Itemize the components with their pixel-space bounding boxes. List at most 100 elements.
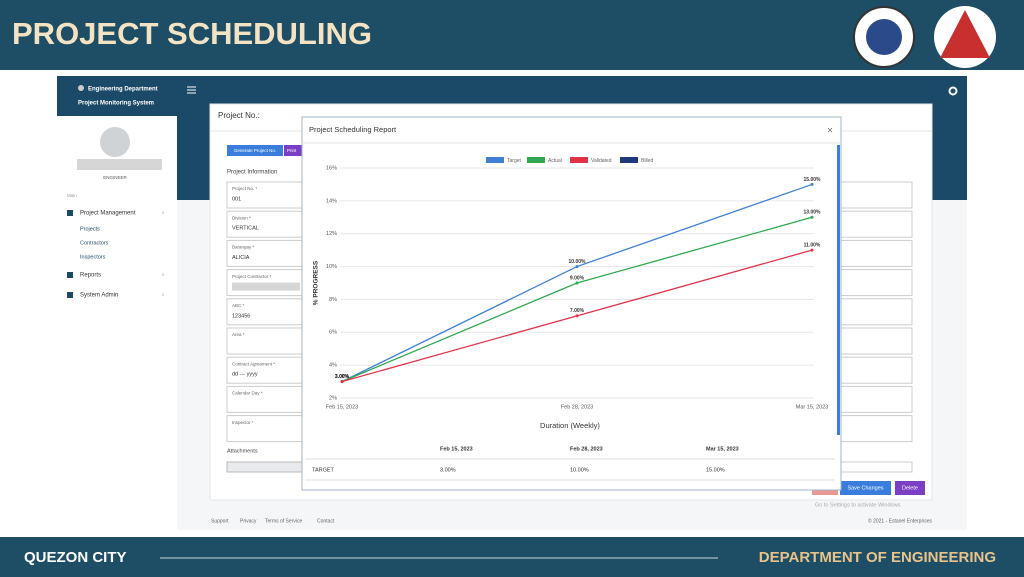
button-label[interactable]: Generate Project No. [234,148,276,153]
input[interactable] [226,327,308,355]
x-tick-label: Mar 15, 2023 [796,404,828,410]
footer-link[interactable]: Privacy [240,518,257,524]
field-label: Contract Agreement * [232,361,275,366]
point [810,215,814,219]
menu-item[interactable]: System Admin [80,293,118,299]
menu-item[interactable]: Projects [80,226,100,232]
field-value: ALICIA [232,255,250,261]
banner-right: DEPARTMENT OF ENGINEERING [759,549,996,566]
sidebar [57,116,177,530]
blurred-name [77,159,162,170]
data-label: 15.00% [804,177,822,183]
legend-swatch [570,157,588,163]
field-label: Division * [232,215,251,220]
point [340,380,344,384]
data-label: 9.00% [570,275,585,281]
form-section: Project Information [227,170,277,176]
scrollbar[interactable] [837,145,840,435]
menu-item[interactable]: Inspectors [80,254,106,260]
modal-title: Project Scheduling Report [309,125,397,134]
input[interactable] [226,181,308,209]
x-tick-label: Feb 28, 2023 [561,404,593,410]
button[interactable] [895,481,925,495]
close[interactable]: × [827,126,833,137]
menu-item[interactable]: Reports [80,273,101,279]
blurred-button [812,487,838,495]
input[interactable] [839,461,913,473]
menu-item[interactable]: Project Management [80,211,136,217]
field-value: 123456 [232,313,250,319]
menu-item[interactable]: Contractors [80,240,109,246]
field-label: Area * [232,332,245,337]
field-value: 001 [232,196,241,202]
input[interactable] [839,327,913,355]
footer-link[interactable]: Terms of Service [265,518,302,524]
point [575,314,579,318]
toolbar [226,461,308,473]
input[interactable] [839,181,913,209]
attachments: Attachments [227,448,258,454]
blurred-value [232,282,300,291]
banner-title: PROJECT SCHEDULING [12,16,372,51]
footer-link[interactable]: Contact [317,518,335,524]
sidebar-header [57,76,177,116]
input[interactable] [839,239,913,267]
field-label: Barangay * [232,245,255,250]
input[interactable] [226,239,308,267]
logo [866,19,902,55]
y-tick-label: 4% [329,363,337,369]
form-heading: Project No.: [218,111,260,120]
y-tick-label: 8% [329,297,337,303]
point [575,281,579,285]
avatar [100,127,130,157]
data-label: 13.00% [804,210,822,216]
input[interactable] [226,385,308,413]
legend-label: Validated [591,158,612,164]
row-label: TARGET [312,467,335,473]
y-tick-label: 14% [326,198,337,204]
x-tick-label: Feb 15, 2023 [326,404,358,410]
input[interactable] [226,298,308,326]
button-label[interactable]: Print [287,148,297,153]
input[interactable] [839,210,913,238]
button[interactable] [227,145,283,156]
modal [301,116,842,491]
data-label: 3.00% [335,374,350,380]
bottom-banner [0,537,1024,577]
button-label[interactable]: Save Changes [847,485,883,491]
data-label: 7.00% [570,308,585,314]
legend-label: Actual [548,158,562,164]
footer-link[interactable]: Support [211,518,229,524]
copyright: © 2021 - Estanel Enterprises [868,517,932,524]
table-header: Feb 15, 2023 [440,446,473,452]
data-label: 3.00% [335,374,350,380]
data-label: 10.00% [569,259,587,265]
input[interactable] [226,356,308,384]
point [810,182,814,186]
button[interactable] [840,481,891,495]
x-axis-title: Duration (Weekly) [540,421,600,430]
input[interactable] [839,356,913,384]
input[interactable] [839,298,913,326]
field-label: Project No. * [232,186,258,191]
input[interactable] [839,269,913,297]
input[interactable] [839,415,913,443]
input[interactable] [839,385,913,413]
menu-toggle[interactable] [187,86,196,94]
button-label[interactable]: Delete [902,485,918,491]
chevron: › [162,273,164,279]
field-label: ABC * [232,303,245,308]
y-tick-label: 2% [329,395,337,401]
brand: Engineering Department [88,87,158,93]
input[interactable] [226,210,308,238]
data-label: 11.00% [804,242,821,248]
table-header: Feb 28, 2023 [570,446,603,452]
watermark: Go to Settings to activate Windows. [815,502,902,508]
menu-icon [67,292,73,298]
y-tick-label: 16% [326,165,337,171]
field-label: Calendar Day * [232,391,263,396]
table-cell: 15.00% [706,467,725,473]
button[interactable] [284,145,308,156]
settings[interactable] [948,86,958,96]
